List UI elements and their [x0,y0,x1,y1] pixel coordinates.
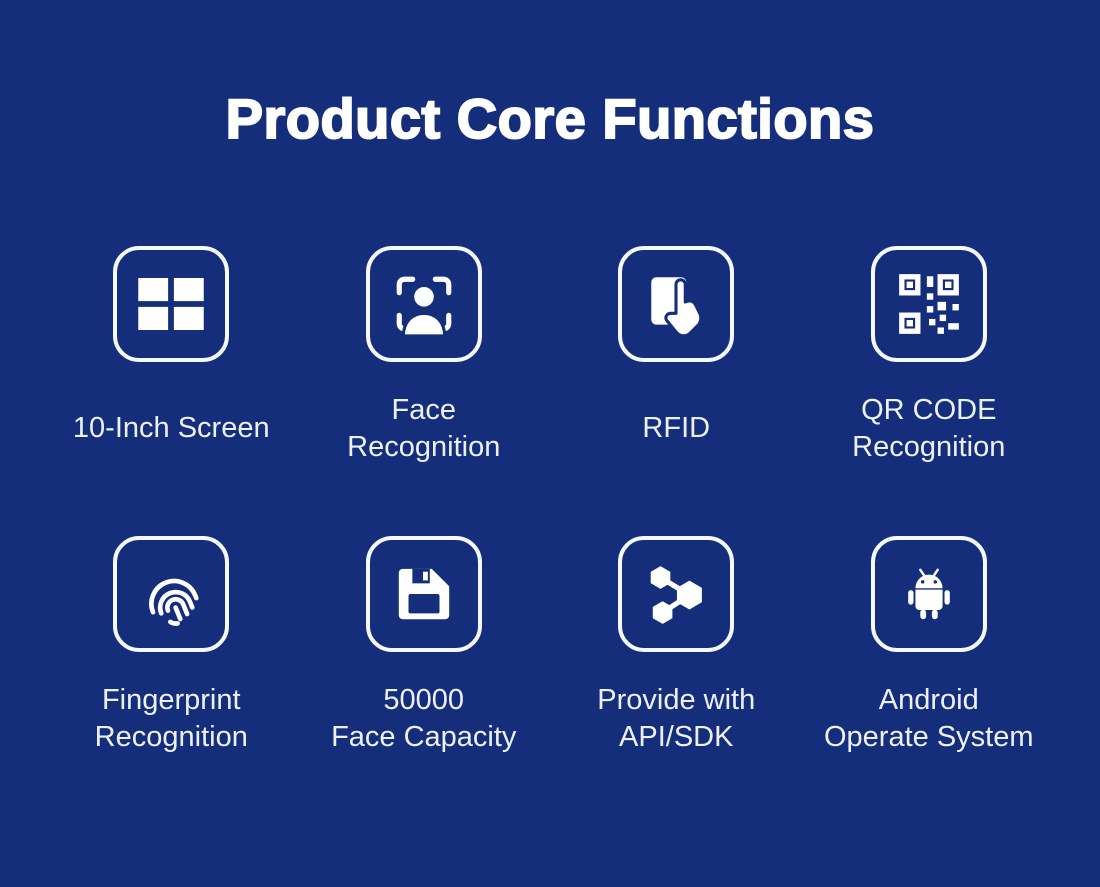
icon-tile [365,535,482,652]
feature-card-rfid: RFID [550,245,803,468]
fingerprint-icon [138,561,204,627]
feature-card-android: Android Operate System [803,535,1056,758]
feature-card-qrcode: QR CODE Recognition [803,245,1056,468]
feature-label: Face Recognition [347,394,501,463]
icon-tile [618,245,735,362]
feature-label: RFID [642,412,711,445]
qr-code-icon [897,272,961,336]
feature-label: Provide with API/SDK [597,684,756,753]
icon-tile [870,245,987,362]
android-robot-icon [898,563,960,625]
icon-tile [870,535,987,652]
icon-tile [365,245,482,362]
icon-tile [113,535,230,652]
rfid-card-swipe-icon [643,271,709,337]
icon-tile [618,535,735,652]
api-network-icon [643,561,709,627]
feature-card-screen: 10-Inch Screen [45,245,298,468]
feature-label: QR CODE Recognition [852,394,1006,463]
feature-label: Fingerprint Recognition [94,684,248,753]
features-grid: 10-Inch Screen Face Re [45,245,1056,758]
floppy-save-icon [393,563,455,625]
feature-label: Android Operate System [823,684,1034,753]
screen-grid-icon [138,277,204,330]
feature-label: 50000 Face Capacity [331,684,517,753]
feature-card-capacity: 50000 Face Capacity [298,535,551,758]
feature-label: 10-Inch Screen [72,412,270,445]
feature-card-api: Provide with API/SDK [550,535,803,758]
face-recognition-icon [391,271,457,337]
page-title: Product Core Functions [225,87,875,150]
icon-tile [113,245,230,362]
feature-card-face: Face Recognition [298,245,551,468]
feature-card-fingerprint: Fingerprint Recognition [45,535,298,758]
